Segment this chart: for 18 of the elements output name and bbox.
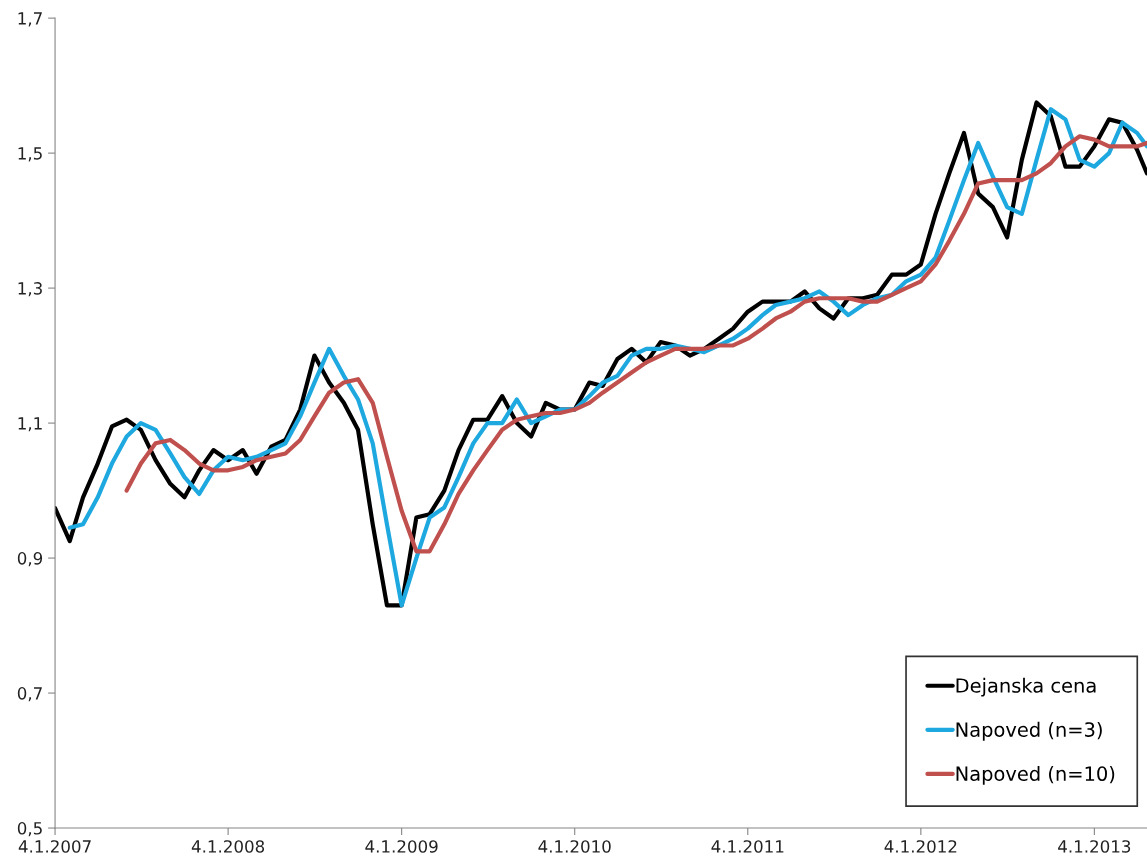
y-tick-label: 0,5 [17,822,42,837]
y-tick-label: 1,1 [18,417,42,432]
x-tick-label: 4.1.2012 [884,840,957,853]
x-tick-label: 4.1.2009 [365,840,438,853]
y-tick-label: 0,9 [17,552,43,567]
x-tick-label: 4.1.2011 [711,840,784,853]
x-tick-label: 4.1.2007 [18,840,91,853]
legend-label: Napoved (n=3) [956,721,1102,741]
line-series [124,134,1147,554]
x-tick-label: 4.1.2010 [538,840,611,853]
y-tick-label: 0,7 [17,687,42,702]
legend-label: Napoved (n=10) [956,765,1115,785]
x-tick-label: 4.1.2008 [191,840,265,853]
y-tick-label: 1,5 [18,147,42,162]
y-tick-label: 1,3 [18,282,42,297]
y-tick-label: 1,7 [18,12,42,27]
legend-label: Dejanska cena [956,677,1096,697]
x-tick-label: 4.1.2013 [1058,840,1131,853]
